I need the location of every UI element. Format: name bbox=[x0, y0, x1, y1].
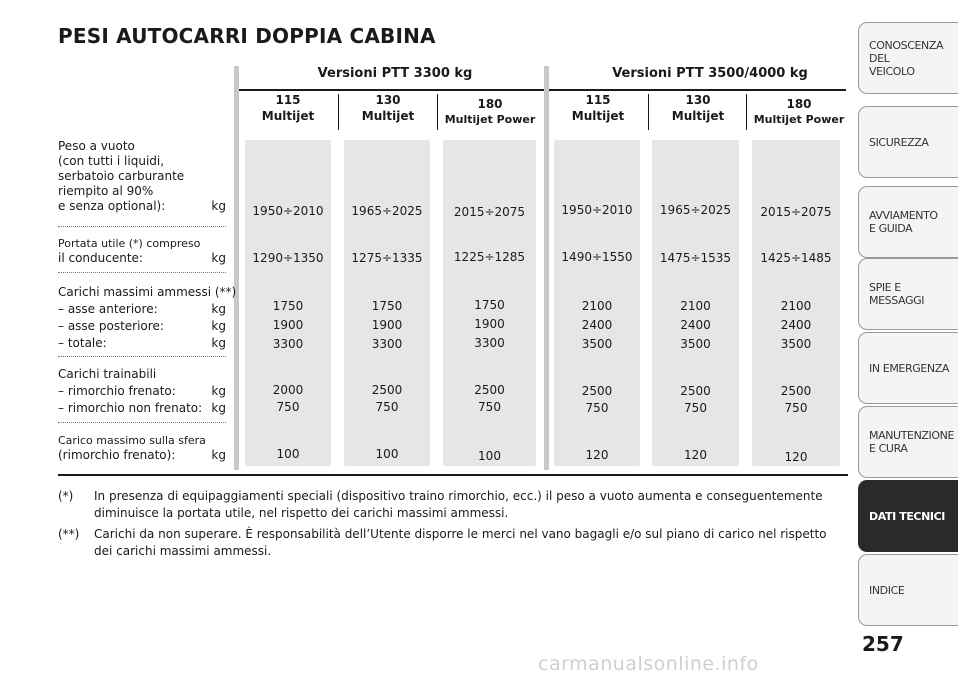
group-header-3300: Versioni PTT 3300 kg bbox=[317, 66, 473, 81]
group-rule bbox=[239, 89, 544, 91]
value-carichi-massimi: 2100 2400 3500 bbox=[581, 299, 613, 351]
column-header: 115 Multijet bbox=[571, 93, 625, 123]
value-carico-sfera: 120 bbox=[585, 448, 609, 462]
page-number: 257 bbox=[862, 632, 904, 656]
value-portata-utile: 1425÷1485 bbox=[760, 251, 832, 265]
value-portata-utile: 1290÷1350 bbox=[252, 251, 324, 265]
value-panel bbox=[344, 140, 430, 466]
tab-spie[interactable]: SPIE E MESSAGGI bbox=[858, 258, 958, 330]
value-carichi-trainabili: 2500 750 bbox=[780, 384, 812, 415]
value-carichi-massimi: 2100 2400 3500 bbox=[780, 299, 812, 351]
tab-conoscenza[interactable]: CONOSCENZA DEL VEICOLO bbox=[858, 22, 958, 94]
value-panel bbox=[245, 140, 331, 466]
footnote: (**) Carichi da non superare. È responsab… bbox=[58, 527, 827, 558]
value-peso-vuoto: 2015÷2075 bbox=[760, 205, 832, 219]
value-peso-vuoto: 2015÷2075 bbox=[453, 205, 526, 219]
tab-avviamento[interactable]: AVVIAMENTO E GUIDA bbox=[858, 186, 958, 258]
row-separator bbox=[58, 226, 226, 227]
value-carichi-trainabili: 2500 750 bbox=[474, 383, 505, 414]
tab-sicurezza[interactable]: SICUREZZA bbox=[858, 106, 958, 178]
value-panel bbox=[652, 140, 739, 466]
value-carichi-trainabili: 2500 750 bbox=[371, 383, 403, 414]
row-label-carichi-massimi: Carichi massimi ammessi (**) – asse ante… bbox=[58, 285, 237, 350]
column-divider bbox=[437, 94, 438, 130]
value-carichi-massimi: 1750 1900 3300 bbox=[474, 298, 505, 350]
row-separator bbox=[58, 272, 226, 273]
value-panel bbox=[554, 140, 640, 466]
column-header: 180 Multijet Power bbox=[753, 97, 845, 126]
column-divider bbox=[746, 94, 747, 130]
value-carichi-trainabili: 2000 750 bbox=[272, 383, 304, 414]
value-portata-utile: 1490÷1550 bbox=[561, 250, 633, 264]
watermark: carmanualsonline.info bbox=[538, 653, 759, 675]
value-peso-vuoto: 1965÷2025 bbox=[659, 203, 732, 217]
page-title: PESI AUTOCARRI DOPPIA CABINA bbox=[58, 24, 436, 48]
column-header: 130 Multijet bbox=[671, 93, 725, 123]
value-portata-utile: 1225÷1285 bbox=[453, 250, 526, 264]
value-carico-sfera: 100 bbox=[276, 447, 300, 461]
value-carico-sfera: 100 bbox=[478, 449, 501, 463]
value-carichi-trainabili: 2500 750 bbox=[581, 384, 613, 415]
column-header: 115 Multijet bbox=[261, 93, 315, 123]
tab-dati-tecnici[interactable]: DATI TECNICI bbox=[858, 480, 958, 552]
row-separator bbox=[58, 356, 226, 357]
tab-emergenza[interactable]: IN EMERGENZA bbox=[858, 332, 958, 404]
footnotes: (*) In presenza di equipaggiamenti specia… bbox=[58, 488, 828, 560]
column-divider bbox=[648, 94, 649, 130]
tab-manutenzione[interactable]: MANUTENZIONE E CURA bbox=[858, 406, 958, 478]
tab-indice[interactable]: INDICE bbox=[858, 554, 958, 626]
column-header: 130 Multijet bbox=[361, 93, 415, 123]
footnote: (*) In presenza di equipaggiamenti specia… bbox=[58, 489, 823, 520]
value-peso-vuoto: 1965÷2025 bbox=[351, 204, 423, 218]
group-rule bbox=[549, 89, 846, 91]
value-carico-sfera: 100 bbox=[375, 447, 399, 461]
value-carico-sfera: 120 bbox=[784, 450, 808, 464]
value-panel bbox=[443, 140, 536, 466]
column-separator-bar bbox=[544, 66, 549, 470]
value-portata-utile: 1275÷1335 bbox=[351, 251, 423, 265]
group-header-3500: Versioni PTT 3500/4000 kg bbox=[612, 66, 808, 81]
value-carichi-massimi: 1750 1900 3300 bbox=[272, 299, 304, 351]
row-separator bbox=[58, 422, 226, 423]
column-separator-bar bbox=[234, 66, 239, 470]
value-panel bbox=[752, 140, 840, 466]
row-label-carichi-trainabili: Carichi trainabili – rimorchio frenato: k… bbox=[58, 367, 226, 415]
row-label-peso-vuoto: Peso a vuoto (con tutti i liquidi, serba… bbox=[58, 139, 226, 213]
column-header: 180 Multijet Power bbox=[444, 97, 536, 126]
column-divider bbox=[338, 94, 339, 130]
value-carichi-massimi: 1750 1900 3300 bbox=[371, 299, 403, 351]
row-label-carico-sfera: Carico massimo sulla sfera (rimorchio fr… bbox=[58, 434, 226, 462]
value-portata-utile: 1475÷1535 bbox=[659, 251, 732, 265]
value-carico-sfera: 120 bbox=[684, 448, 707, 462]
row-label-portata-utile: Portata utile (*) compreso il conducente… bbox=[58, 237, 226, 265]
value-carichi-trainabili: 2500 750 bbox=[680, 384, 711, 415]
value-peso-vuoto: 1950÷2010 bbox=[252, 204, 324, 218]
value-peso-vuoto: 1950÷2010 bbox=[561, 203, 633, 217]
value-carichi-massimi: 2100 2400 3500 bbox=[680, 299, 711, 351]
table-bottom-rule bbox=[58, 474, 848, 476]
